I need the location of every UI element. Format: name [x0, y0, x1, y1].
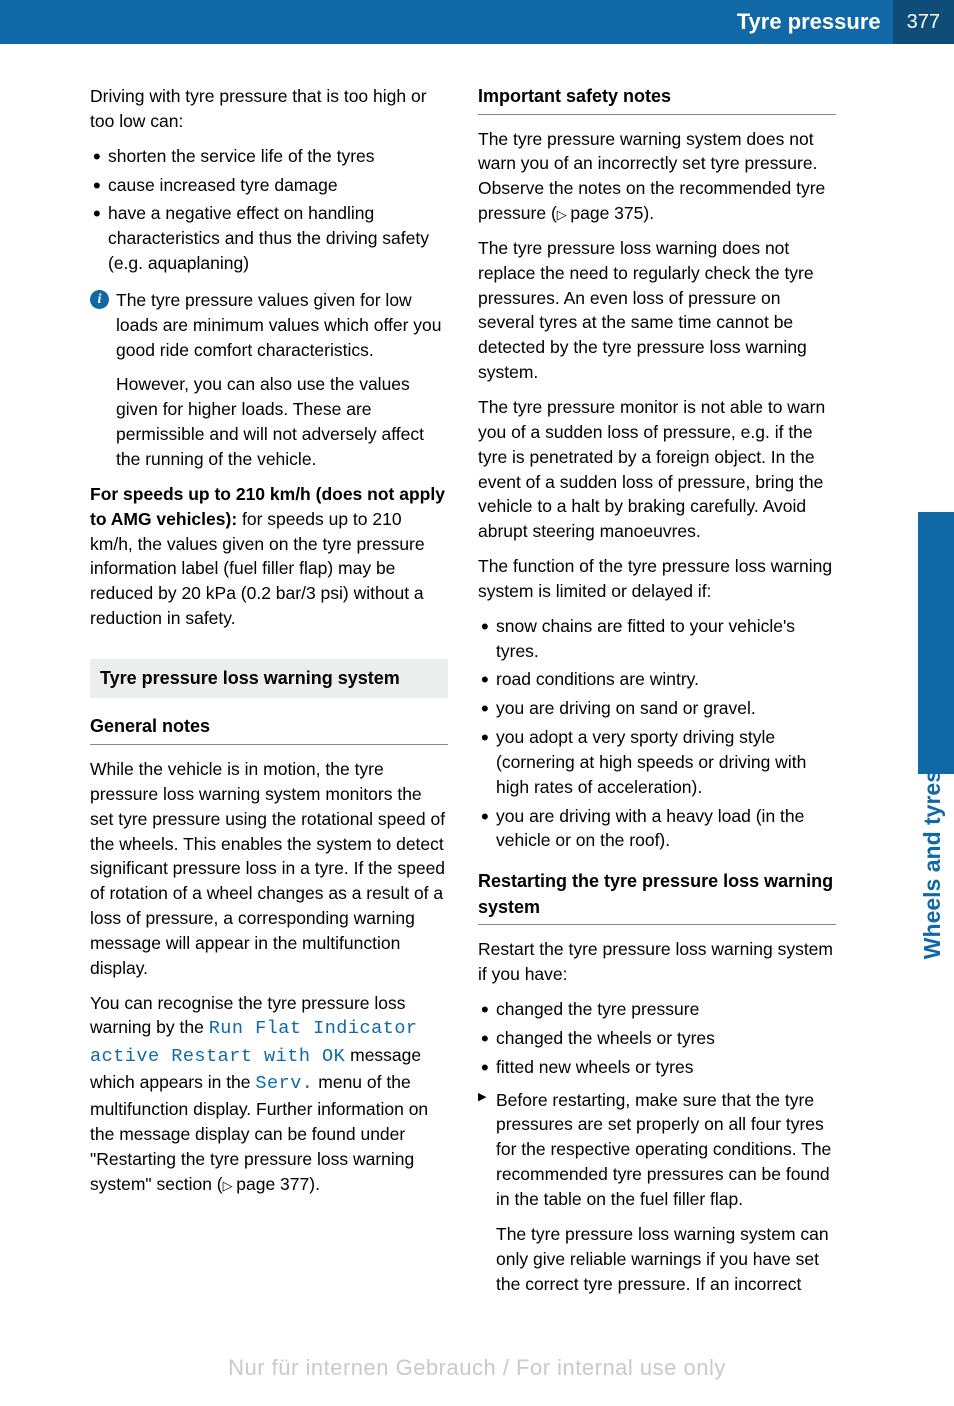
list-item: road conditions are wintry. [478, 667, 836, 692]
list-item: changed the wheels or tyres [478, 1026, 836, 1051]
list-item: you are driving with a heavy load (in th… [478, 804, 836, 854]
subheading: Restarting the tyre pressure loss warnin… [478, 869, 836, 925]
page-reference: page 375 [557, 203, 644, 223]
page-reference: page 377 [223, 1174, 310, 1194]
list-item: cause increased tyre damage [90, 173, 448, 198]
side-tab [918, 512, 954, 774]
watermark-text: Nur für internen Gebrauch / For internal… [0, 1336, 954, 1405]
column-right: Important safety notes The tyre pressure… [478, 84, 836, 1306]
action-list: Before restarting, make sure that the ty… [478, 1088, 836, 1297]
body-text: While the vehicle is in motion, the tyre… [90, 757, 448, 981]
info-text: However, you can also use the values giv… [116, 372, 448, 471]
action-text: Before restarting, make sure that the ty… [496, 1088, 836, 1212]
subheading: Important safety notes [478, 84, 836, 115]
page-header: Tyre pressure 377 [0, 0, 954, 44]
list-item: fitted new wheels or tyres [478, 1055, 836, 1080]
body-text: The tyre pressure warning system does no… [478, 127, 836, 226]
list-item: shorten the service life of the tyres [90, 144, 448, 169]
body-text: The tyre pressure loss warning does not … [478, 236, 836, 385]
side-tab-label: Wheels and tyres [916, 770, 949, 959]
list-item: changed the tyre pressure [478, 997, 836, 1022]
display-message: Serv. [255, 1073, 313, 1094]
info-text: The tyre pressure values given for low l… [116, 288, 448, 363]
text-span: ). [309, 1174, 320, 1194]
list-item: snow chains are fitted to your vehicle's… [478, 614, 836, 664]
bullet-list-2: snow chains are fitted to your vehicle's… [478, 614, 836, 854]
header-title: Tyre pressure [737, 6, 893, 37]
action-item: Before restarting, make sure that the ty… [478, 1088, 836, 1297]
intro-text: Driving with tyre pressure that is too h… [90, 84, 448, 134]
body-text: Restart the tyre pressure loss warning s… [478, 937, 836, 987]
info-icon: i [90, 290, 109, 309]
column-left: Driving with tyre pressure that is too h… [90, 84, 448, 1306]
list-item: you are driving on sand or gravel. [478, 696, 836, 721]
speeds-paragraph: For speeds up to 210 km/h (does not appl… [90, 482, 448, 631]
text-span: ). [643, 203, 654, 223]
body-text: The function of the tyre pressure loss w… [478, 554, 836, 604]
list-item: have a negative effect on handling chara… [90, 201, 448, 276]
body-text: The tyre pressure monitor is not able to… [478, 395, 836, 544]
list-item: you adopt a very sporty driving style (c… [478, 725, 836, 800]
page-number: 377 [893, 0, 954, 44]
content-area: Driving with tyre pressure that is too h… [0, 44, 954, 1336]
bullet-list-3: changed the tyre pressure changed the wh… [478, 997, 836, 1080]
section-heading-box: Tyre pressure loss warning system [90, 659, 448, 699]
info-block: i The tyre pressure values given for low… [90, 288, 448, 472]
bullet-list-1: shorten the service life of the tyres ca… [90, 144, 448, 276]
body-text: You can recognise the tyre pressure loss… [90, 991, 448, 1197]
action-text: The tyre pressure loss warning system ca… [496, 1222, 836, 1297]
subheading: General notes [90, 714, 448, 745]
